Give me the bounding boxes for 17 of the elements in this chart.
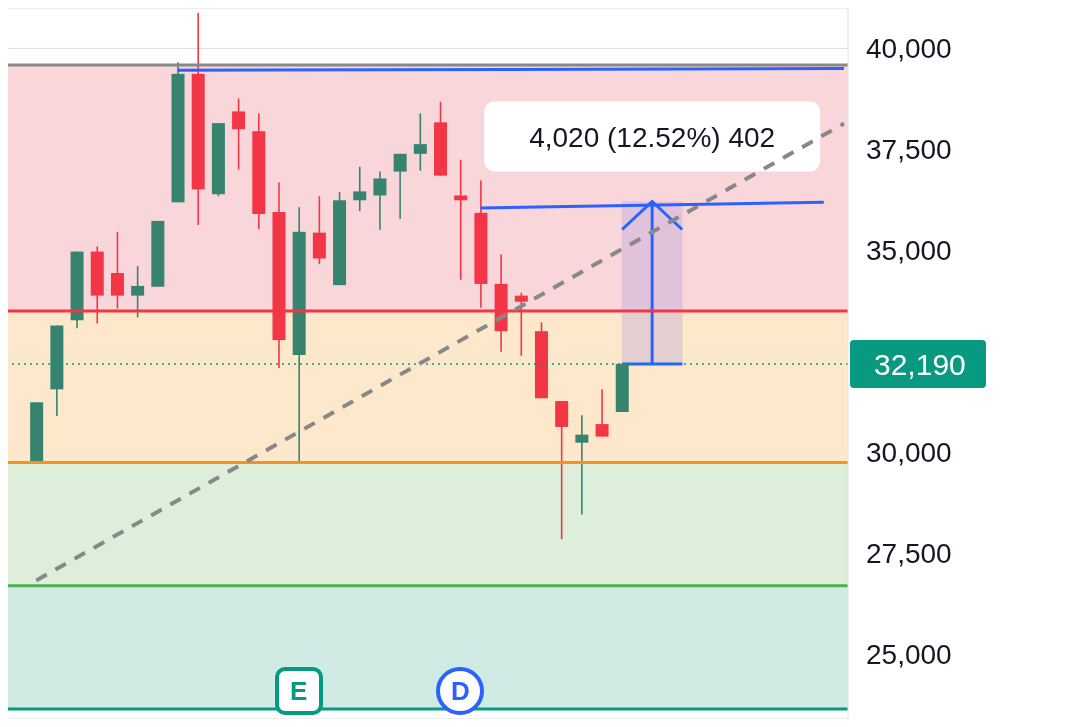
y-tick-label: 35,000: [866, 235, 952, 267]
candlestick: [131, 265, 145, 319]
y-tick-label: 30,000: [866, 437, 952, 469]
y-tick-label: 27,500: [866, 538, 952, 570]
candlestick: [595, 388, 609, 438]
annotation: 4,020 (12.52%) 402: [529, 121, 776, 153]
candlestick: [353, 165, 367, 212]
candlestick: [575, 414, 589, 516]
candlestick: [393, 153, 407, 220]
candlestick: [454, 159, 468, 281]
y-tick-label: 40,000: [866, 33, 952, 65]
candlestick: [232, 97, 246, 171]
y-tick-label: 25,000: [866, 639, 952, 671]
candlestick: [413, 112, 427, 172]
ref-line-label: 32,190: [874, 347, 966, 381]
y-tick-label: 37,500: [866, 134, 952, 166]
candlestick: [373, 170, 387, 231]
